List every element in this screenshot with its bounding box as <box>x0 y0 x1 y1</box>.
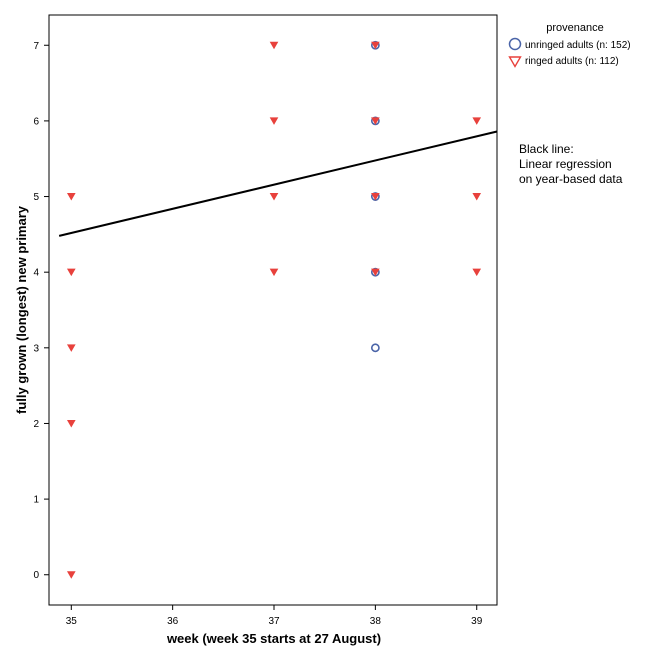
data-point-ringed <box>269 41 279 50</box>
legend-marker-unringed <box>508 37 522 51</box>
plot-area <box>48 14 498 606</box>
data-point-ringed <box>269 268 279 277</box>
y-tick-label: 7 <box>33 41 39 52</box>
data-point-ringed <box>66 268 76 277</box>
data-point-ringed <box>371 117 380 125</box>
y-tick-label: 1 <box>33 495 39 506</box>
regression-line <box>58 130 498 237</box>
x-tick-label: 38 <box>370 616 382 627</box>
y-tick-label: 0 <box>33 570 39 581</box>
y-tick-label: 5 <box>33 192 39 203</box>
x-axis-title: week (week 35 starts at 27 August) <box>166 631 381 646</box>
note-line-1: Black line: <box>519 142 574 156</box>
legend-marker-ringed <box>508 56 522 68</box>
data-point-unringed <box>370 343 380 353</box>
data-point-ringed <box>472 268 482 277</box>
data-point-ringed <box>66 419 76 428</box>
data-point-ringed <box>371 41 380 50</box>
x-tick-label: 35 <box>66 616 78 627</box>
x-axis: 35 36 37 38 39 <box>66 605 483 627</box>
y-tick-label: 6 <box>33 116 39 127</box>
y-tick-label: 3 <box>33 343 39 354</box>
y-tick-label: 2 <box>33 419 39 430</box>
data-point-ringed <box>472 193 482 201</box>
data-point-ringed <box>371 193 380 201</box>
legend-label-unringed: unringed adults (n: 152) <box>525 40 631 51</box>
note-line-3: on year-based data <box>519 172 623 186</box>
data-point-ringed <box>66 193 76 201</box>
data-point-ringed <box>269 117 279 125</box>
data-point-ringed <box>269 193 279 201</box>
data-points <box>66 40 482 579</box>
x-tick-label: 39 <box>471 616 483 627</box>
legend-label-ringed: ringed adults (n: 112) <box>525 56 619 67</box>
data-point-ringed <box>472 117 482 125</box>
y-axis-title: fully grown (longest) new primary <box>14 205 29 414</box>
x-tick-label: 36 <box>167 616 179 627</box>
y-axis: 0 1 2 3 4 5 6 7 <box>33 41 49 581</box>
data-point-ringed <box>371 268 380 277</box>
legend: provenance unringed adults (n: 152) ring… <box>508 22 631 68</box>
y-tick-label: 4 <box>33 268 39 279</box>
regression-layer <box>58 130 498 237</box>
regression-note: Black line: Linear regression on year-ba… <box>519 142 622 187</box>
data-point-ringed <box>66 344 76 352</box>
data-point-ringed <box>66 571 76 579</box>
x-tick-label: 37 <box>268 616 280 627</box>
legend-title: provenance <box>546 22 604 34</box>
note-line-2: Linear regression <box>519 157 612 171</box>
